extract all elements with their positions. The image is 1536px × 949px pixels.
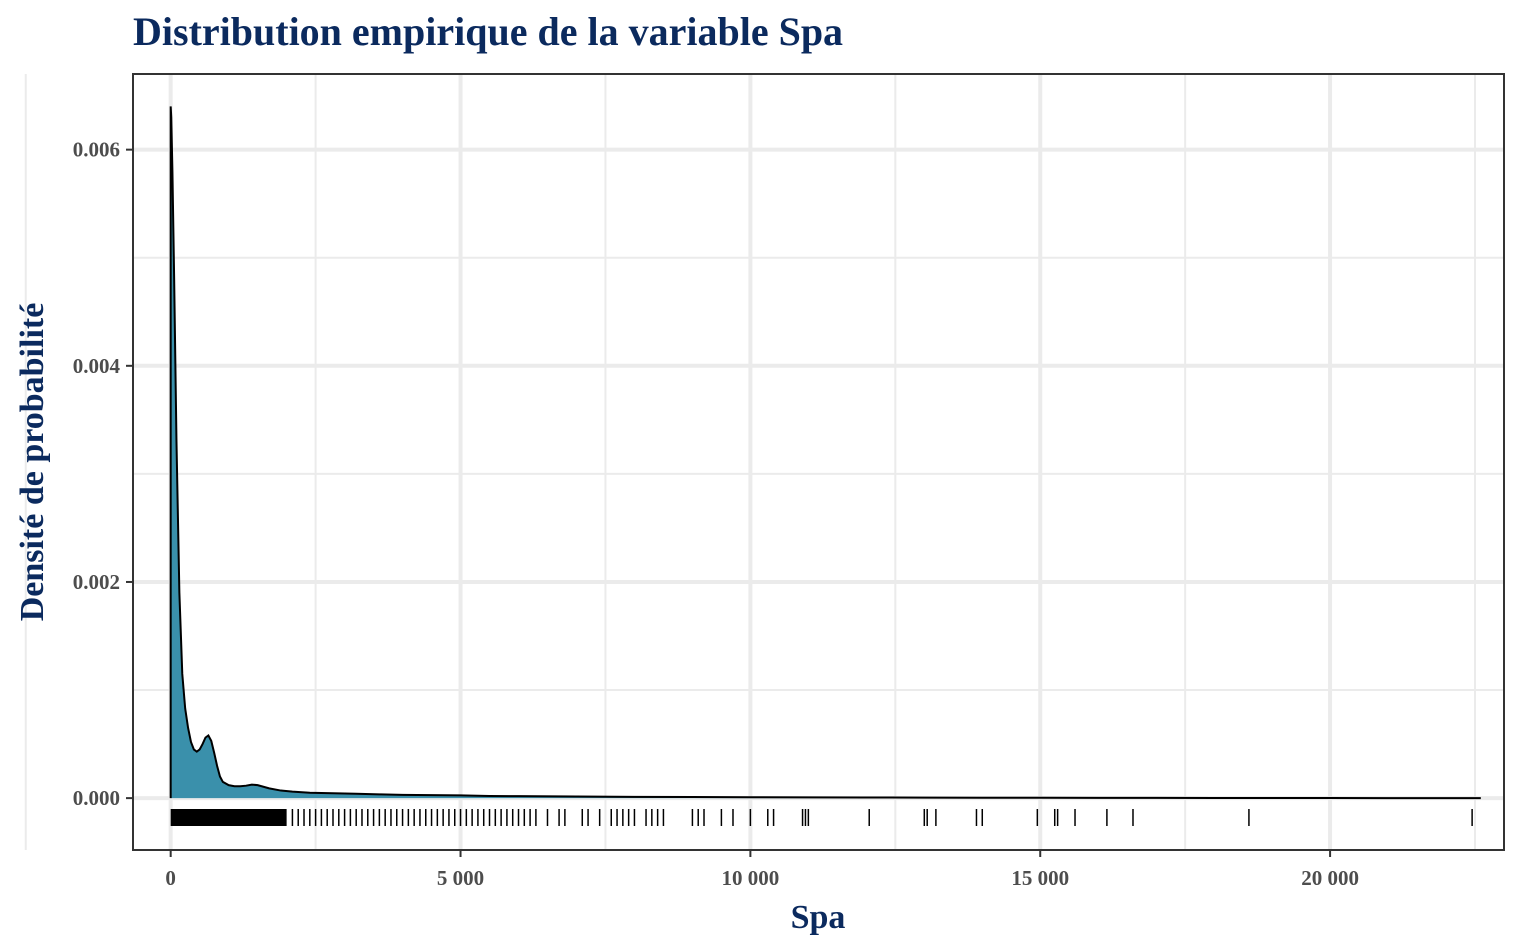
x-tick-label: 15 000 [1011, 866, 1069, 890]
y-axis-ticks: 0.000 0.002 0.004 0.006 [73, 138, 133, 810]
grid-lines [24, 74, 1504, 850]
y-tick-label: 0.002 [73, 570, 120, 594]
rug-marks [170, 809, 1473, 826]
y-axis-title: Densité de probabilité [14, 303, 51, 622]
density-fill [170, 106, 1481, 799]
x-axis-ticks: 0 5 000 10 000 15 000 20 000 [165, 850, 1359, 890]
x-tick-label: 0 [165, 866, 176, 890]
chart-title: Distribution empirique de la variable Sp… [133, 9, 844, 54]
y-tick-label: 0.004 [73, 354, 121, 378]
density-area [169, 106, 1481, 800]
y-tick-label: 0.000 [73, 786, 120, 810]
panel-border [132, 73, 1505, 851]
x-axis-title: Spa [791, 899, 846, 936]
x-tick-label: 20 000 [1301, 866, 1359, 890]
y-tick-label: 0.006 [73, 138, 120, 162]
x-tick-label: 5 000 [437, 866, 484, 890]
rug-dense-block [170, 809, 287, 826]
x-tick-label: 10 000 [722, 866, 780, 890]
density-line [169, 106, 1481, 800]
